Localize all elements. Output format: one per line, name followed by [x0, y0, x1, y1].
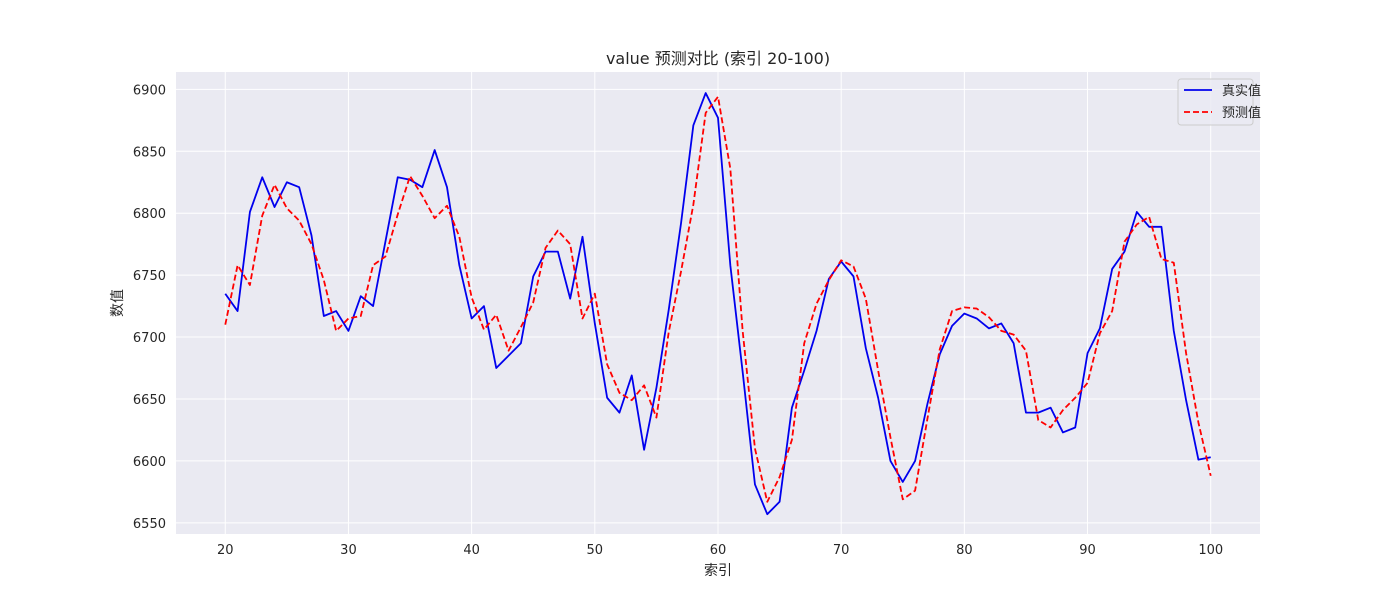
legend-label-pred: 预测值	[1222, 105, 1261, 121]
legend-label-true: 真实值	[1222, 83, 1261, 99]
y-tick-label: 6650	[133, 393, 166, 408]
series-line-pred	[224, 95, 1212, 503]
y-tick-label: 6600	[133, 455, 166, 470]
x-axis-ticks: 20 30 40 50 60 70 80 90 100	[217, 543, 1223, 558]
x-tick-label: 60	[710, 543, 727, 558]
x-tick-label: 80	[956, 543, 973, 558]
y-tick-label: 6850	[133, 145, 166, 160]
y-tick-label: 6700	[133, 331, 166, 346]
x-tick-label: 30	[340, 543, 357, 558]
chart-title: value 预测对比 (索引 20-100)	[606, 49, 830, 68]
y-axis-ticks: 6550 6600 6650 6700 6750 6800 6850 6900	[133, 83, 166, 532]
x-tick-label: 50	[587, 543, 604, 558]
y-tick-label: 6550	[133, 517, 166, 532]
y-tick-label: 6750	[133, 269, 166, 284]
y-tick-label: 6800	[133, 207, 166, 222]
x-tick-label: 40	[463, 543, 480, 558]
y-axis-label: 数值	[110, 289, 126, 317]
legend: 真实值 预测值	[1177, 78, 1261, 126]
series-layer	[224, 92, 1212, 516]
grid-lines	[176, 72, 1260, 534]
x-tick-label: 20	[217, 543, 234, 558]
series-line-true	[224, 92, 1211, 516]
x-tick-label: 90	[1079, 543, 1096, 558]
x-axis-label: 索引	[704, 562, 732, 579]
y-tick-label: 6900	[133, 83, 166, 98]
x-tick-label: 70	[833, 543, 850, 558]
x-tick-label: 100	[1198, 543, 1223, 558]
